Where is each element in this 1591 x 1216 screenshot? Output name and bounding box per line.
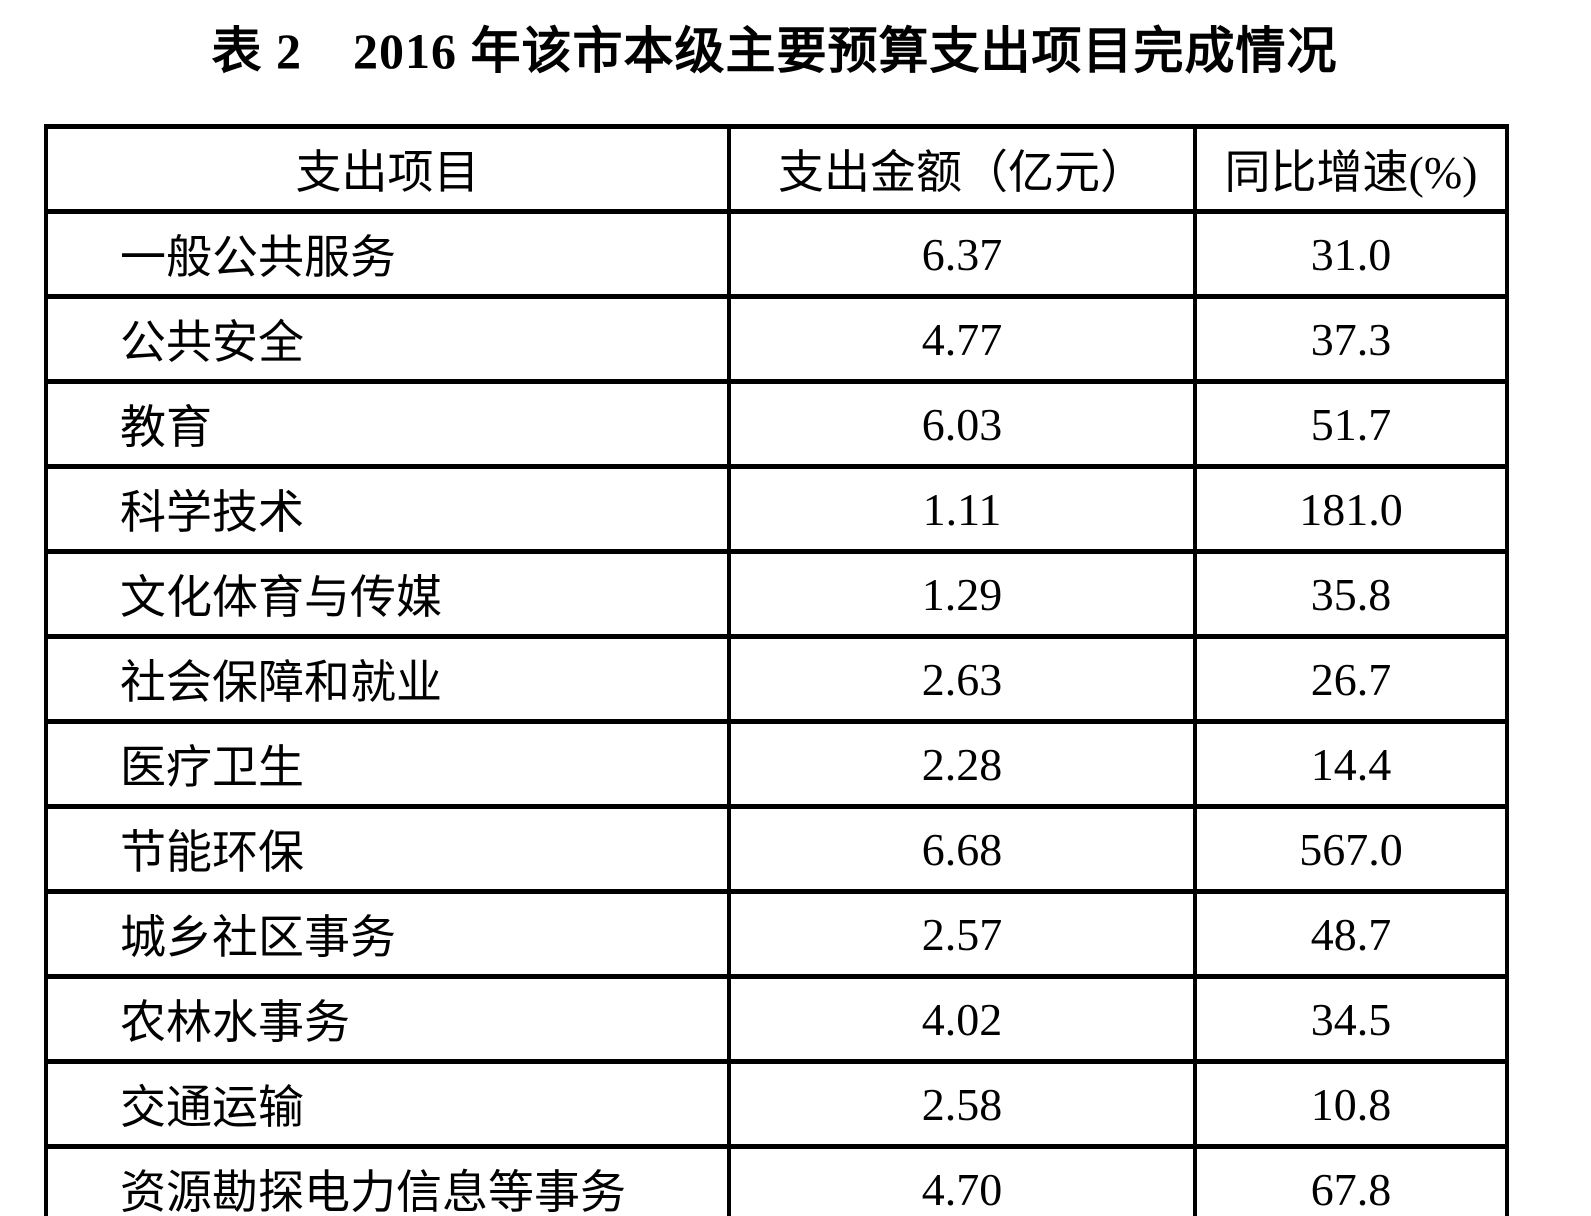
cell-amount: 2.63	[727, 634, 1197, 724]
cell-item: 资源勘探电力信息等事务	[44, 1144, 731, 1216]
table-row: 文化体育与传媒 1.29 35.8	[44, 549, 1509, 639]
cell-amount: 2.57	[727, 889, 1197, 979]
cell-amount: 2.28	[727, 719, 1197, 809]
cell-item: 交通运输	[44, 1059, 731, 1149]
cell-item: 文化体育与传媒	[44, 549, 731, 639]
table-row: 农林水事务 4.02 34.5	[44, 974, 1509, 1064]
column-header-item: 支出项目	[44, 124, 731, 214]
cell-item: 城乡社区事务	[44, 889, 731, 979]
cell-amount: 6.37	[727, 209, 1197, 299]
cell-amount: 4.70	[727, 1144, 1197, 1216]
cell-amount: 2.58	[727, 1059, 1197, 1149]
cell-item: 节能环保	[44, 804, 731, 894]
cell-growth: 10.8	[1193, 1059, 1509, 1149]
cell-item: 科学技术	[44, 464, 731, 554]
cell-amount: 6.68	[727, 804, 1197, 894]
cell-growth: 48.7	[1193, 889, 1509, 979]
cell-growth: 181.0	[1193, 464, 1509, 554]
table-row: 城乡社区事务 2.57 48.7	[44, 889, 1509, 979]
cell-amount: 6.03	[727, 379, 1197, 469]
table-row: 交通运输 2.58 10.8	[44, 1059, 1509, 1149]
table-row: 节能环保 6.68 567.0	[44, 804, 1509, 894]
table-row: 资源勘探电力信息等事务 4.70 67.8	[44, 1144, 1509, 1216]
cell-growth: 14.4	[1193, 719, 1509, 809]
table-row: 一般公共服务 6.37 31.0	[44, 209, 1509, 299]
cell-item: 社会保障和就业	[44, 634, 731, 724]
cell-item: 医疗卫生	[44, 719, 731, 809]
cell-growth: 34.5	[1193, 974, 1509, 1064]
column-header-growth: 同比增速(%)	[1193, 124, 1509, 214]
cell-amount: 4.77	[727, 294, 1197, 384]
table-row: 教育 6.03 51.7	[44, 379, 1509, 469]
budget-table: 支出项目 支出金额（亿元） 同比增速(%) 一般公共服务 6.37 31.0 公共安全…	[44, 124, 1509, 1216]
table-row: 科学技术 1.11 181.0	[44, 464, 1509, 554]
cell-growth: 37.3	[1193, 294, 1509, 384]
cell-amount: 4.02	[727, 974, 1197, 1064]
table-body: 一般公共服务 6.37 31.0 公共安全 4.77 37.3 教育 6.03 51.7 科学技术…	[44, 209, 1509, 1216]
cell-growth: 31.0	[1193, 209, 1509, 299]
header-row: 支出项目 支出金额（亿元） 同比增速(%)	[44, 124, 1509, 214]
cell-item: 公共安全	[44, 294, 731, 384]
table-title: 表 2 2016 年该市本级主要预算支出项目完成情况	[211, 23, 1338, 79]
cell-item: 农林水事务	[44, 974, 731, 1064]
cell-item: 一般公共服务	[44, 209, 731, 299]
table-row: 医疗卫生 2.28 14.4	[44, 719, 1509, 809]
table-row: 公共安全 4.77 37.3	[44, 294, 1509, 384]
cell-growth: 567.0	[1193, 804, 1509, 894]
table-row: 社会保障和就业 2.63 26.7	[44, 634, 1509, 724]
cell-growth: 67.8	[1193, 1144, 1509, 1216]
cell-item: 教育	[44, 379, 731, 469]
cell-growth: 26.7	[1193, 634, 1509, 724]
cell-growth: 51.7	[1193, 379, 1509, 469]
cell-growth: 35.8	[1193, 549, 1509, 639]
column-header-amount: 支出金额（亿元）	[727, 124, 1197, 214]
cell-amount: 1.11	[727, 464, 1197, 554]
cell-amount: 1.29	[727, 549, 1197, 639]
